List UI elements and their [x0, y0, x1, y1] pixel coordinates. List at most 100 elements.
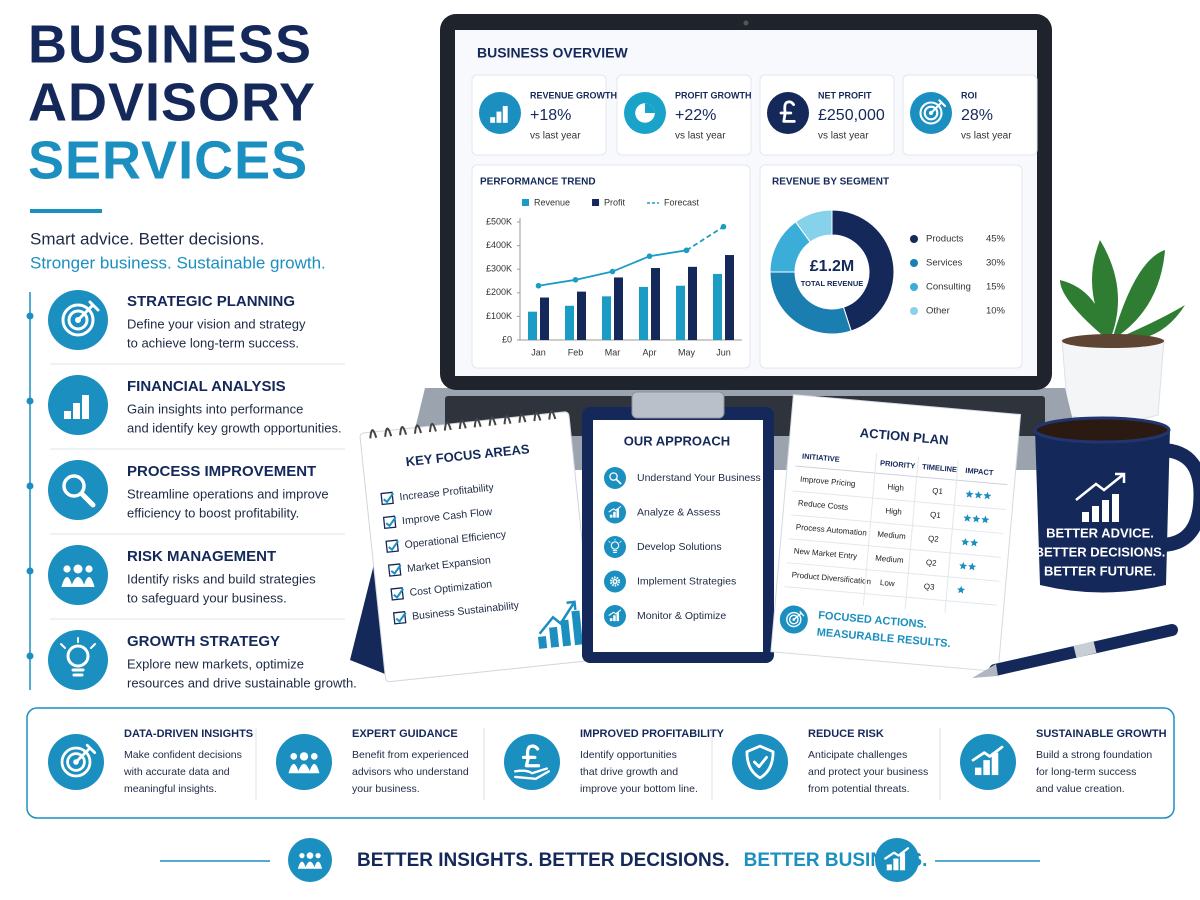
icon-glyph — [609, 576, 621, 587]
icon-glyph — [71, 577, 85, 587]
mug-bar — [1082, 512, 1089, 522]
kpi-value: +18% — [530, 107, 571, 124]
icon-glyph — [502, 106, 508, 123]
mug-coffee — [1033, 416, 1171, 444]
icon — [604, 536, 626, 558]
icon — [504, 734, 560, 790]
line-point — [572, 277, 579, 283]
table-rule — [795, 465, 1008, 486]
table-header: PRIORITY — [880, 458, 916, 470]
legend-value: 30% — [986, 258, 1006, 269]
x-tick-label: Apr — [642, 347, 656, 357]
icon-glyph — [745, 744, 775, 780]
spiral-ring — [369, 429, 378, 439]
y-tick-label: £400K — [486, 240, 512, 250]
icon-glyph — [616, 612, 620, 622]
bar — [688, 266, 697, 340]
service-title: STRATEGIC PLANNING — [127, 293, 295, 310]
table-rule — [786, 562, 999, 582]
spiral-ring — [488, 416, 497, 426]
table-cell: High — [885, 506, 902, 516]
icon-glyph — [612, 550, 618, 554]
icon-glyph — [64, 411, 71, 419]
icon — [48, 290, 108, 350]
line-point — [609, 268, 616, 275]
checkmark — [383, 492, 394, 504]
donut-center-value: £1.2M — [810, 258, 854, 275]
kpi-note: vs last year — [675, 131, 726, 142]
icon-glyph — [66, 752, 86, 772]
growth-bar — [560, 619, 572, 647]
benefit-title: EXPERT GUIDANCE — [352, 728, 458, 740]
icon-glyph — [615, 478, 622, 485]
bar — [639, 286, 648, 340]
service-text: Define your vision and strategy — [127, 316, 306, 331]
table-cell: Q1 — [932, 486, 944, 496]
kpi-note: vs last year — [530, 131, 581, 142]
icon-glyph — [297, 763, 311, 774]
spiral-ring — [384, 427, 393, 437]
table-cell: Q3 — [923, 582, 935, 592]
icon — [604, 501, 626, 524]
icon-glyph — [85, 565, 93, 573]
icon-glyph — [983, 760, 990, 776]
icon-glyph — [304, 861, 316, 869]
x-tick-label: Feb — [568, 347, 584, 357]
spiral-ring — [458, 419, 467, 430]
icon — [779, 605, 808, 634]
pot — [1061, 339, 1165, 422]
icon-circle — [48, 545, 108, 605]
title-line: ADVISORY — [28, 72, 316, 132]
icon-glyph — [793, 610, 805, 621]
kpi-label: NET PROFIT — [818, 90, 872, 100]
impact-star — [968, 562, 977, 571]
legend-label: Consulting — [926, 282, 971, 293]
service-title: PROCESS IMPROVEMENT — [127, 463, 316, 480]
benefit-text: from potential threats. — [808, 783, 910, 795]
donut-slice — [794, 209, 833, 243]
service-text: Gain insights into performance — [127, 401, 303, 416]
icon — [48, 734, 104, 790]
legend-swatch — [592, 199, 600, 206]
pen-band — [1073, 641, 1097, 658]
kpi-value: £250,000 — [818, 107, 885, 124]
icon-glyph — [83, 577, 95, 587]
growth-graphic — [538, 600, 577, 635]
icon — [767, 92, 809, 134]
legend-dot — [910, 235, 918, 243]
kpi-note: vs last year — [818, 131, 869, 142]
line-point — [535, 282, 542, 289]
table-header: TIMELINE — [922, 462, 958, 474]
benefit-text: Identify opportunities — [580, 749, 677, 761]
benefit-text: with accurate data and — [123, 766, 230, 778]
icon-glyph — [610, 541, 620, 550]
checkbox — [387, 563, 402, 577]
table-cell: Medium — [877, 530, 906, 541]
icon — [479, 92, 521, 134]
checkmark — [393, 588, 404, 599]
kpi-label: PROFIT GROWTH — [675, 90, 752, 100]
service-title: FINANCIAL ANALYSIS — [127, 378, 286, 395]
table-rule — [788, 538, 1002, 558]
growth-bar — [549, 626, 560, 648]
y-tick-label: £100K — [486, 311, 512, 321]
table-cell: High — [887, 482, 904, 492]
mug-bar — [1092, 506, 1099, 522]
table-rule — [790, 514, 1004, 534]
icon — [288, 838, 332, 882]
icon-glyph — [63, 565, 71, 573]
x-tick-label: Jun — [716, 347, 731, 357]
legend-label: Other — [926, 306, 950, 317]
icon — [48, 460, 108, 520]
spiral-ring — [443, 421, 452, 431]
service-text: resources and drive sustainable growth. — [127, 675, 357, 690]
x-tick-label: Mar — [605, 347, 621, 357]
icon-glyph — [71, 668, 85, 677]
forecast-line — [686, 225, 724, 252]
impact-star — [983, 491, 992, 500]
icon-glyph — [893, 858, 899, 871]
title-line: SERVICES — [28, 130, 308, 190]
benefit-text: Benefit from experienced — [352, 749, 469, 761]
service-text: efficiency to boost profitability. — [127, 505, 299, 520]
